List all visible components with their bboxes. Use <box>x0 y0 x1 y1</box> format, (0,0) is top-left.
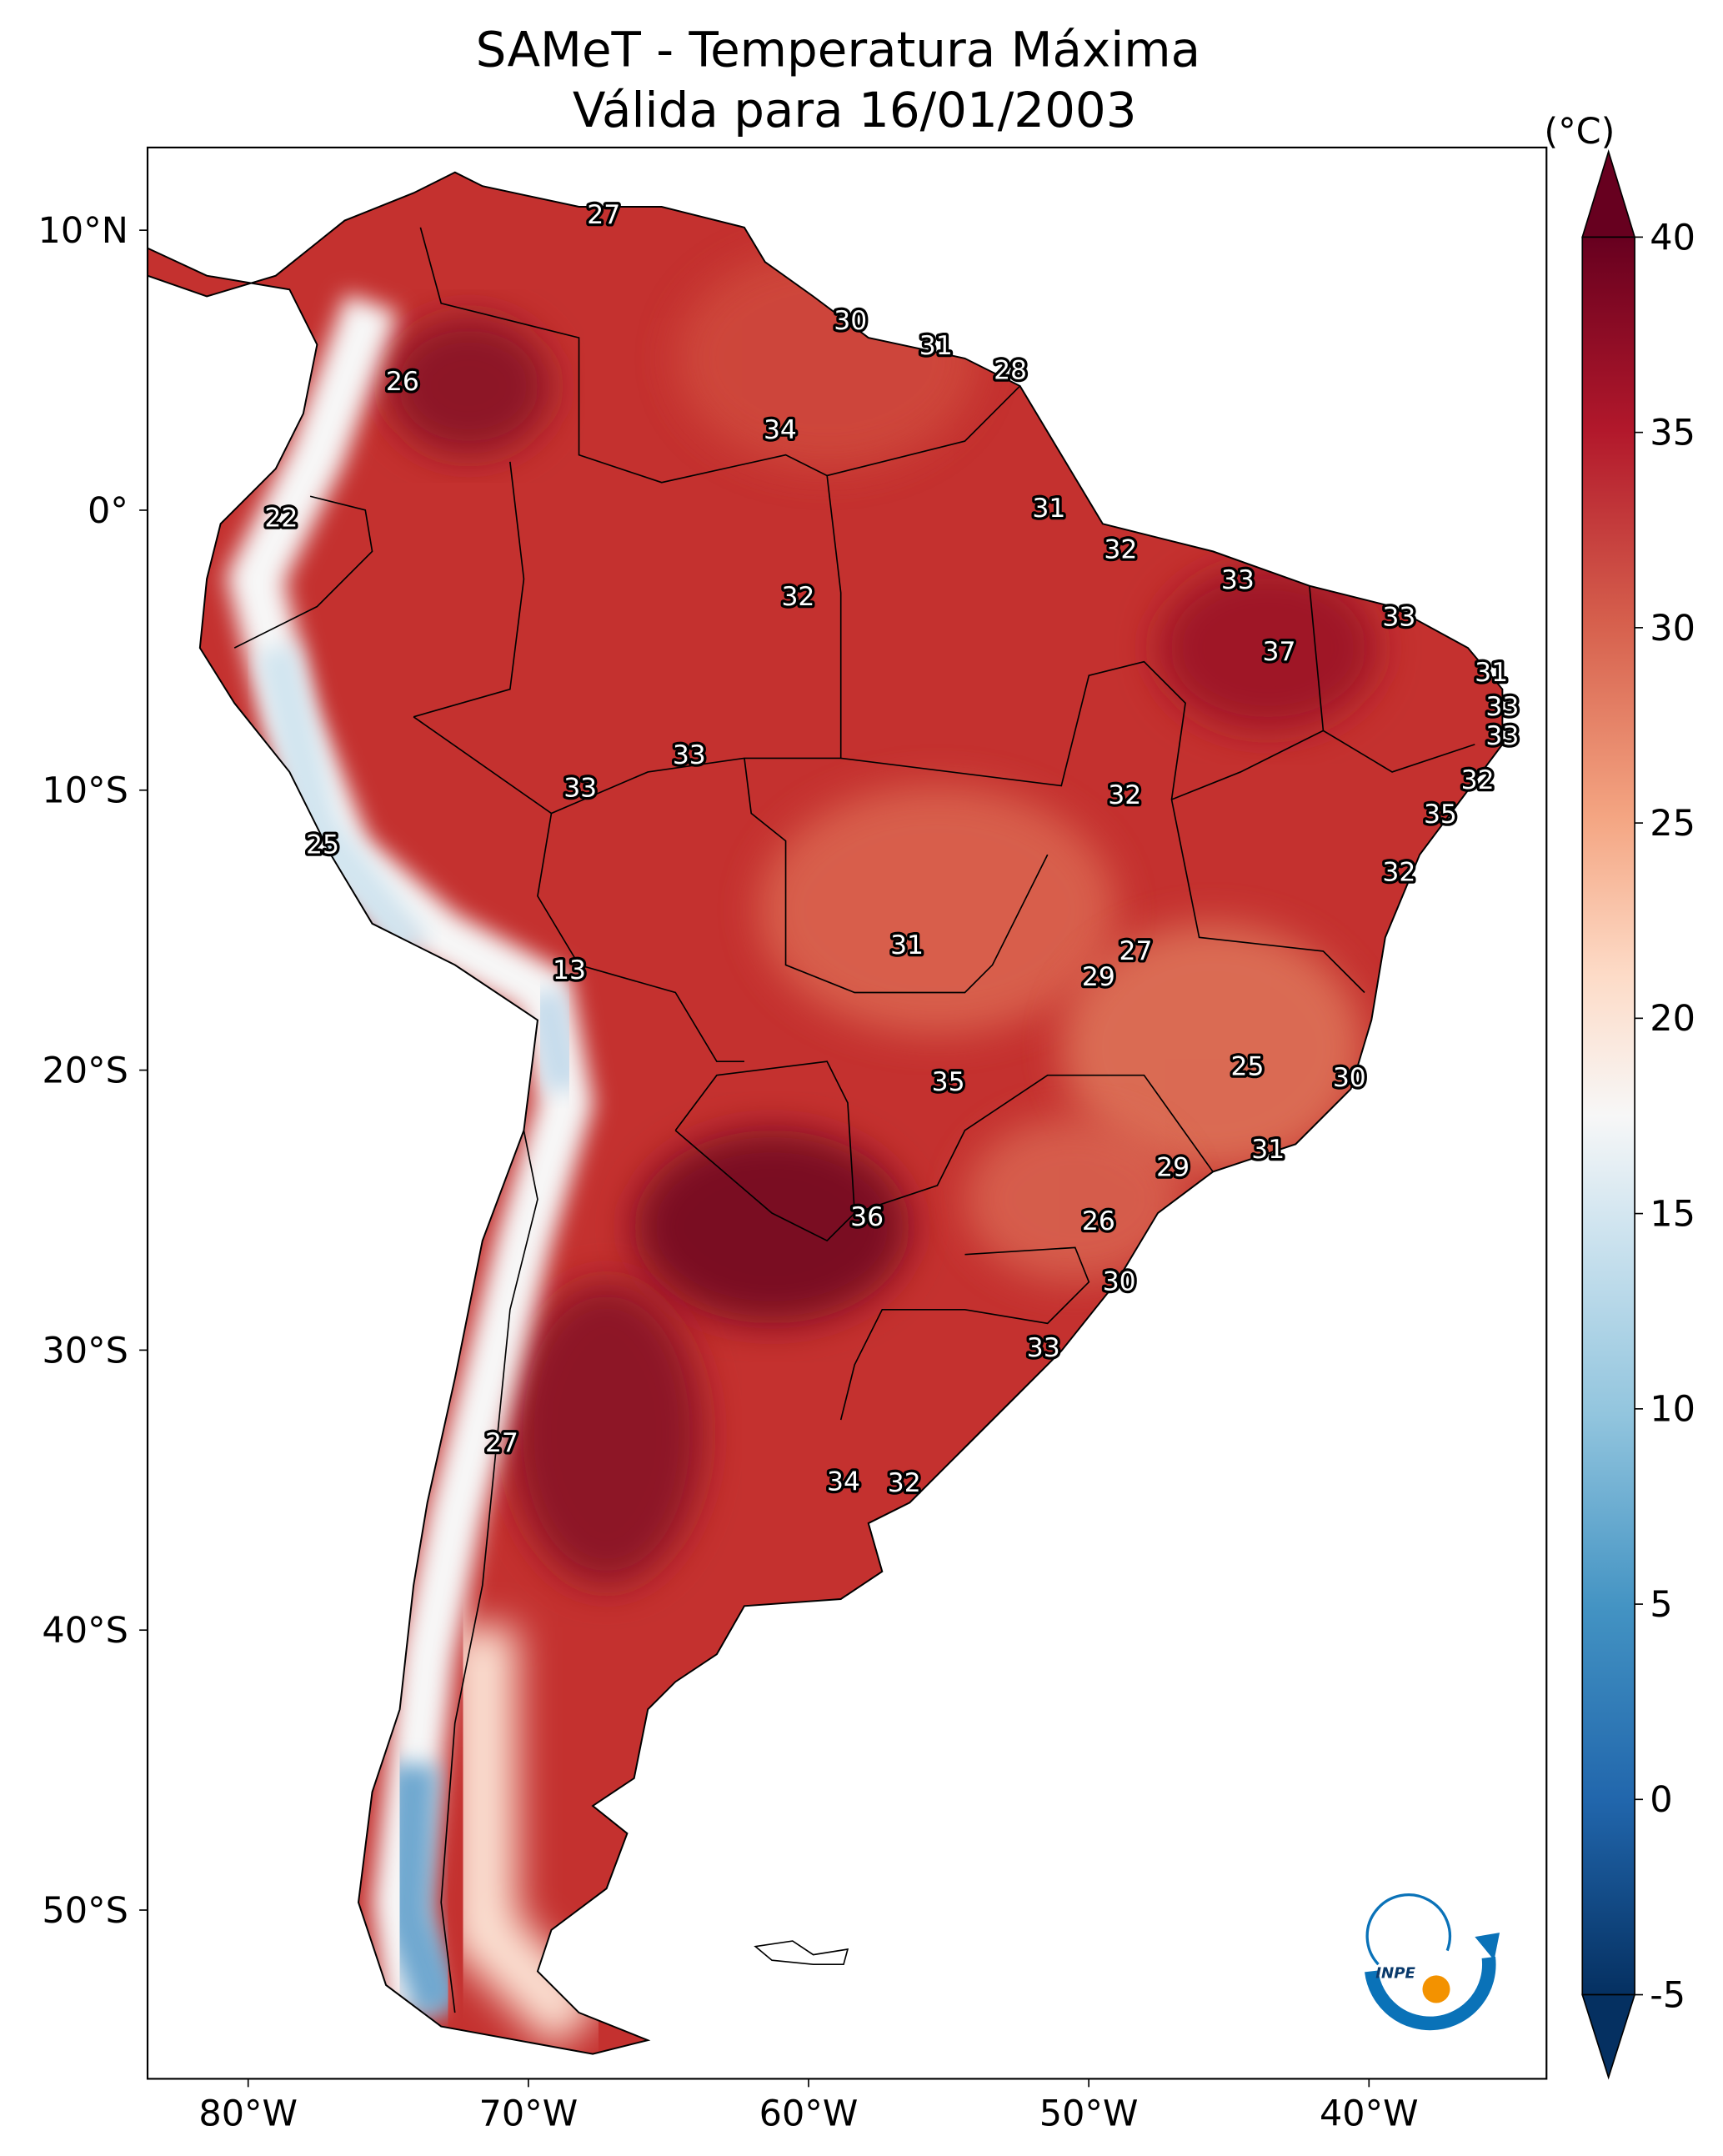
temperature-label: 32 <box>781 582 814 612</box>
colorbar-tick-label: 30 <box>1650 608 1695 649</box>
colorbar-min-extend-arrow <box>1581 1993 1636 2080</box>
lon-tick-label: 60°W <box>759 2093 859 2135</box>
lon-tick-label: 70°W <box>479 2093 579 2135</box>
temperature-label: 27 <box>485 1428 518 1458</box>
temperature-label: 31 <box>919 331 953 361</box>
temperature-label: 35 <box>1424 800 1457 830</box>
temperature-label: 29 <box>1156 1152 1190 1182</box>
colorbar-unit-label: (°C) <box>1544 111 1615 153</box>
temperature-label: 33 <box>1221 565 1255 595</box>
temperature-label: 31 <box>1475 658 1508 688</box>
temperature-label: 26 <box>386 367 419 397</box>
temperature-label: 32 <box>888 1468 921 1498</box>
temperature-label: 31 <box>890 930 924 960</box>
temperature-label: 33 <box>673 740 706 770</box>
temperature-label: 27 <box>1119 936 1153 966</box>
temperature-label: 32 <box>1104 535 1137 565</box>
temperature-label: 32 <box>1108 780 1141 810</box>
colorbar[interactable]: (°C) 40 35 30 25 20 15 10 5 0 -5 <box>1544 111 1695 2080</box>
colorbar-tick-label: -5 <box>1650 1974 1685 2016</box>
country-borders <box>233 227 1475 2013</box>
temperature-label: 35 <box>932 1067 965 1097</box>
temperature-label: 32 <box>1461 765 1495 795</box>
lat-tick-label: 50°S <box>42 1890 128 1932</box>
lat-tick-label: 30°S <box>42 1330 128 1371</box>
temperature-label: 13 <box>553 955 586 985</box>
temperature-label: 36 <box>850 1202 884 1232</box>
temperature-label: 31 <box>1032 494 1065 524</box>
temperature-label: 33 <box>1485 692 1519 722</box>
temperature-label: 22 <box>264 504 298 534</box>
temperature-label: 30 <box>1103 1267 1136 1297</box>
temperature-label: 30 <box>1333 1063 1366 1093</box>
lat-tick-label: 10°N <box>38 210 128 252</box>
colorbar-tick-label: 35 <box>1650 413 1695 454</box>
colorbar-ticks: 40 35 30 25 20 15 10 5 0 -5 <box>1635 217 1695 2016</box>
colorbar-tick-label: 40 <box>1650 217 1695 258</box>
temperature-label: 37 <box>1263 637 1296 667</box>
temperature-label: 29 <box>1082 962 1115 992</box>
lat-tick-label: 10°S <box>42 770 128 812</box>
temperature-label: 34 <box>827 1467 860 1497</box>
temperature-label: 33 <box>563 774 597 804</box>
lat-tick-label: 20°S <box>42 1050 128 1091</box>
temperature-label: 34 <box>764 415 797 445</box>
temperature-label: 30 <box>834 306 867 336</box>
temperature-label: 25 <box>1230 1052 1264 1082</box>
colorbar-max-extend-arrow <box>1581 149 1636 238</box>
longitude-tick-labels: 80°W 70°W 60°W 50°W 40°W <box>198 2078 1419 2135</box>
temperature-label: 33 <box>1027 1333 1060 1363</box>
temperature-label: 31 <box>1251 1135 1285 1165</box>
temperature-label: 28 <box>994 356 1027 386</box>
temperature-label: 33 <box>1382 603 1415 633</box>
colorbar-tick-label: 10 <box>1650 1389 1695 1431</box>
lon-tick-label: 50°W <box>1039 2093 1139 2135</box>
inpe-logo-text: INPE <box>1375 1965 1415 1983</box>
temperature-label: 33 <box>1485 721 1519 751</box>
latitude-tick-labels: 10°N 0° 10°S 20°S 30°S 40°S 50°S <box>38 210 148 1932</box>
temperature-label: 27 <box>587 200 620 230</box>
lon-tick-label: 80°W <box>198 2093 298 2135</box>
temperature-label: 25 <box>306 830 339 860</box>
lat-tick-label: 0° <box>88 490 128 532</box>
inpe-logo: INPE <box>1365 1893 1500 2031</box>
colorbar-tick-label: 25 <box>1650 803 1695 845</box>
colorbar-tick-label: 20 <box>1650 998 1695 1040</box>
temperature-label: 26 <box>1082 1206 1115 1236</box>
falkland-islands <box>754 1940 849 1965</box>
chart-title-line1: SAMeT - Temperatura Máxima <box>476 21 1200 78</box>
lat-tick-label: 40°S <box>42 1610 128 1652</box>
colorbar-tick-label: 0 <box>1650 1779 1672 1821</box>
south-america-coastline <box>147 171 1504 2055</box>
lon-tick-label: 40°W <box>1320 2093 1419 2135</box>
temperature-label: 32 <box>1382 858 1415 888</box>
map-frame <box>146 146 1548 2080</box>
colorbar-tick-label: 15 <box>1650 1193 1695 1235</box>
chart-title-line2: Válida para 16/01/2003 <box>573 82 1137 138</box>
colorbar-tick-label: 5 <box>1650 1584 1672 1626</box>
colorbar-gradient <box>1581 236 1635 1996</box>
